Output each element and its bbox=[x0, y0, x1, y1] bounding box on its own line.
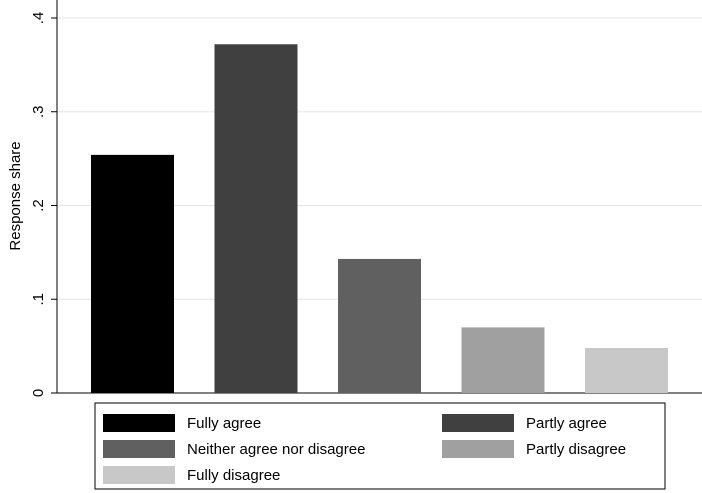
y-tick-label: .1 bbox=[30, 293, 47, 306]
bar bbox=[214, 44, 298, 393]
bar bbox=[461, 327, 545, 393]
legend-label: Fully disagree bbox=[187, 467, 280, 484]
legend-swatch bbox=[103, 466, 175, 484]
y-tick-label: .2 bbox=[30, 199, 47, 212]
legend-swatch bbox=[103, 414, 175, 432]
y-axis-ticks: 0 .1 .2 .3 .4 bbox=[30, 12, 57, 397]
bar bbox=[585, 348, 668, 393]
y-axis-title: Response share bbox=[7, 141, 24, 250]
legend-label: Partly disagree bbox=[526, 441, 626, 458]
y-tick-label: .4 bbox=[30, 12, 47, 25]
legend-swatch bbox=[442, 414, 514, 432]
legend-label: Fully agree bbox=[187, 415, 261, 432]
legend: Fully agree Partly agree Neither agree nor… bbox=[103, 414, 626, 484]
bar bbox=[338, 258, 421, 393]
bars bbox=[91, 44, 668, 393]
legend-label: Partly agree bbox=[526, 415, 607, 432]
bar bbox=[91, 154, 174, 393]
legend-swatch bbox=[103, 440, 175, 458]
legend-label: Neither agree nor disagree bbox=[187, 441, 365, 458]
legend-box bbox=[94, 402, 666, 490]
legend-swatch bbox=[442, 440, 514, 458]
y-tick-label: .3 bbox=[30, 105, 47, 118]
y-tick-label: 0 bbox=[30, 389, 47, 397]
